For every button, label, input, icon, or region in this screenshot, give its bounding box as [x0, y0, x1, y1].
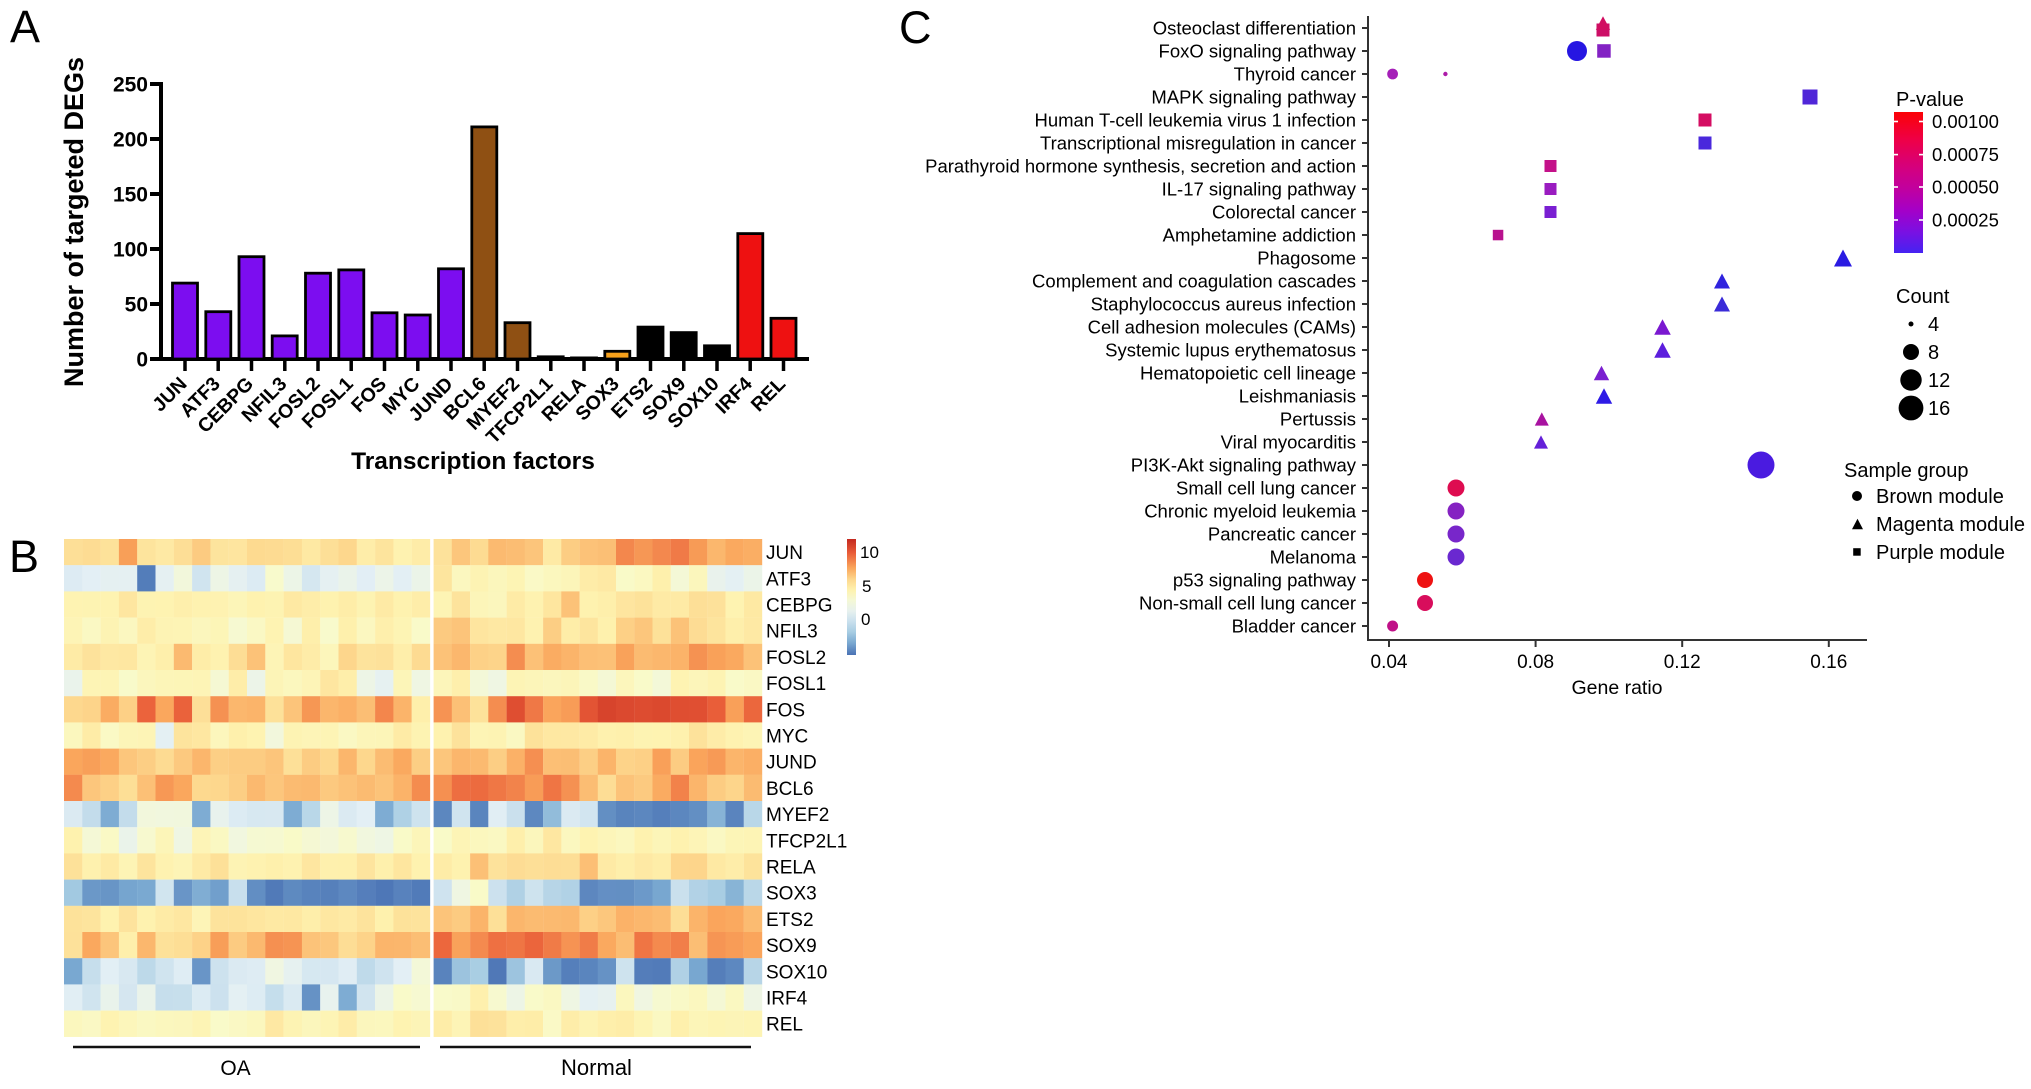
svg-text:ETS2: ETS2	[766, 910, 814, 931]
svg-text:Thyroid cancer: Thyroid cancer	[1234, 63, 1356, 84]
svg-text:B: B	[9, 531, 39, 582]
svg-text:0.12: 0.12	[1664, 652, 1701, 673]
svg-text:Cell adhesion molecules (CAMs): Cell adhesion molecules (CAMs)	[1088, 316, 1356, 337]
svg-text:P-value: P-value	[1896, 89, 1964, 111]
svg-text:5: 5	[862, 577, 871, 596]
svg-text:ATF3: ATF3	[766, 569, 811, 590]
svg-text:Colorectal cancer: Colorectal cancer	[1212, 201, 1356, 222]
svg-text:Normal: Normal	[561, 1055, 632, 1080]
svg-text:CEBPG: CEBPG	[766, 596, 833, 617]
svg-text:Osteoclast differentiation: Osteoclast differentiation	[1153, 17, 1356, 38]
svg-text:IRF4: IRF4	[766, 989, 808, 1010]
svg-text:PI3K-Akt signaling pathway: PI3K-Akt signaling pathway	[1131, 454, 1357, 475]
svg-text:Chronic myeloid leukemia: Chronic myeloid leukemia	[1144, 500, 1357, 521]
svg-text:10: 10	[860, 543, 879, 562]
svg-text:Non-small cell lung cancer: Non-small cell lung cancer	[1139, 592, 1356, 613]
svg-text:FOSL1: FOSL1	[766, 674, 826, 695]
svg-text:Pancreatic cancer: Pancreatic cancer	[1208, 523, 1356, 544]
svg-text:8: 8	[1928, 342, 1939, 364]
svg-text:100: 100	[113, 239, 148, 262]
svg-text:JUND: JUND	[766, 753, 817, 774]
svg-text:Hematopoietic cell lineage: Hematopoietic cell lineage	[1140, 362, 1356, 383]
svg-text:JUN: JUN	[766, 543, 803, 564]
svg-text:OA: OA	[220, 1057, 250, 1080]
svg-text:Gene ratio: Gene ratio	[1571, 677, 1662, 699]
svg-text:SOX3: SOX3	[766, 884, 817, 905]
svg-text:REL: REL	[766, 1015, 803, 1036]
svg-text:MYC: MYC	[766, 727, 808, 748]
svg-text:12: 12	[1928, 370, 1950, 392]
svg-text:Phagosome: Phagosome	[1257, 247, 1356, 268]
svg-text:Bladder cancer: Bladder cancer	[1232, 615, 1356, 636]
svg-text:Viral myocarditis: Viral myocarditis	[1221, 431, 1356, 452]
svg-text:0.04: 0.04	[1371, 652, 1408, 673]
svg-text:Count: Count	[1896, 286, 1950, 308]
svg-text:Leishmaniasis: Leishmaniasis	[1239, 385, 1356, 406]
svg-text:Amphetamine addiction: Amphetamine addiction	[1163, 224, 1356, 245]
svg-text:0.00025: 0.00025	[1932, 210, 1999, 231]
svg-text:0: 0	[861, 610, 870, 629]
svg-text:p53 signaling pathway: p53 signaling pathway	[1173, 569, 1357, 590]
svg-text:C: C	[899, 2, 932, 53]
svg-text:Melanoma: Melanoma	[1270, 546, 1357, 567]
svg-text:RELA: RELA	[766, 858, 816, 879]
svg-text:Brown module: Brown module	[1876, 486, 2004, 508]
svg-text:150: 150	[113, 184, 148, 207]
svg-text:Human T-cell leukemia virus 1: Human T-cell leukemia virus 1 infection	[1035, 109, 1357, 130]
svg-text:Complement and coagulation cas: Complement and coagulation cascades	[1032, 270, 1356, 291]
svg-text:SOX9: SOX9	[766, 936, 817, 957]
svg-text:0.08: 0.08	[1517, 652, 1554, 673]
svg-text:SOX10: SOX10	[766, 962, 827, 983]
svg-text:0.00075: 0.00075	[1932, 144, 1999, 165]
svg-text:Small cell lung cancer: Small cell lung cancer	[1176, 477, 1356, 498]
svg-text:Systemic lupus erythematosus: Systemic lupus erythematosus	[1105, 339, 1356, 360]
svg-text:Magenta module: Magenta module	[1876, 514, 2025, 536]
svg-text:FOSL2: FOSL2	[766, 648, 826, 669]
svg-text:A: A	[10, 1, 40, 52]
svg-text:FoxO signaling pathway: FoxO signaling pathway	[1159, 40, 1357, 61]
svg-text:Sample group: Sample group	[1844, 460, 1969, 482]
svg-text:0.00050: 0.00050	[1932, 177, 1999, 198]
svg-text:FOS: FOS	[766, 700, 805, 721]
svg-text:NFIL3: NFIL3	[766, 622, 818, 643]
svg-text:0.16: 0.16	[1810, 652, 1847, 673]
svg-text:250: 250	[113, 74, 148, 97]
svg-text:Transcriptional misregulation: Transcriptional misregulation in cancer	[1040, 132, 1356, 153]
svg-text:MAPK signaling pathway: MAPK signaling pathway	[1151, 86, 1356, 107]
svg-text:IL-17 signaling pathway: IL-17 signaling pathway	[1162, 178, 1357, 199]
svg-text:Number of targeted DEGs: Number of targeted DEGs	[59, 57, 89, 387]
svg-text:MYEF2: MYEF2	[766, 805, 829, 826]
svg-text:BCL6: BCL6	[766, 779, 814, 800]
svg-text:Pertussis: Pertussis	[1280, 408, 1356, 429]
svg-text:50: 50	[125, 294, 148, 317]
svg-text:200: 200	[113, 129, 148, 152]
svg-text:0.00100: 0.00100	[1932, 111, 1999, 132]
svg-text:0: 0	[136, 349, 148, 372]
svg-text:4: 4	[1928, 314, 1939, 336]
svg-text:Purple module: Purple module	[1876, 542, 2005, 564]
svg-text:Parathyroid hormone synthesis,: Parathyroid hormone synthesis, secretion…	[925, 155, 1356, 176]
svg-text:Staphylococcus aureus infectio: Staphylococcus aureus infection	[1091, 293, 1356, 314]
svg-text:Transcription factors: Transcription factors	[351, 448, 595, 475]
svg-text:TFCP2L1: TFCP2L1	[766, 831, 847, 852]
svg-text:16: 16	[1928, 398, 1950, 420]
